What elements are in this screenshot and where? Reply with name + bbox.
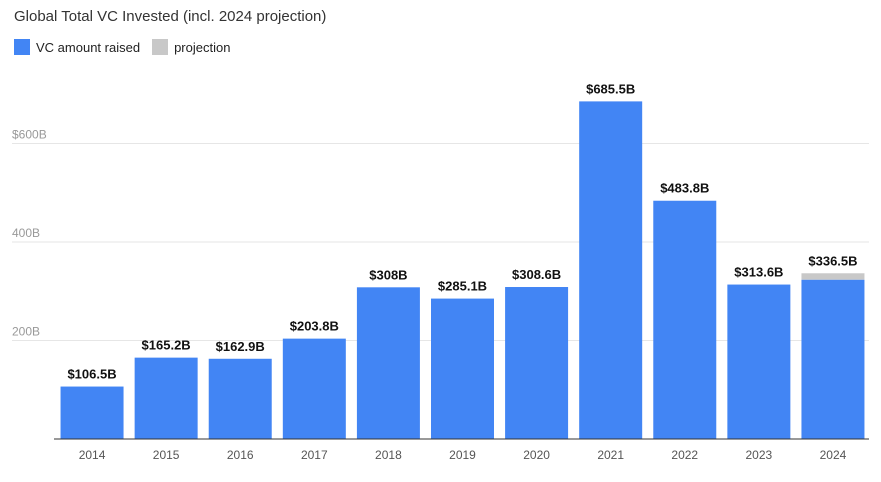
bar-vc-amount-raised-2019[interactable] (431, 298, 494, 439)
y-tick-label-400: 400B (12, 226, 40, 240)
x-tick-label-2019: 2019 (449, 448, 476, 462)
x-tick-label-2024: 2024 (820, 448, 847, 462)
legend-item-vc-amount-raised[interactable]: VC amount raised (14, 39, 140, 55)
legend-item-projection[interactable]: projection (152, 39, 230, 55)
bar-vc-amount-raised-2024[interactable] (801, 279, 865, 439)
x-tick-label-2015: 2015 (153, 448, 180, 462)
data-label-2019: $285.1B (438, 279, 487, 294)
y-tick-label-200: 200B (12, 325, 40, 339)
legend-swatch-vc-amount-raised (14, 39, 30, 55)
bar-vc-amount-raised-2023[interactable] (727, 284, 791, 439)
x-tick-label-2021: 2021 (597, 448, 624, 462)
x-tick-label-2018: 2018 (375, 448, 402, 462)
x-tick-label-2017: 2017 (301, 448, 328, 462)
bar-vc-amount-raised-2022[interactable] (653, 200, 717, 439)
legend-label-vc-amount-raised: VC amount raised (36, 39, 141, 55)
bar-vc-amount-raised-2014[interactable] (60, 386, 124, 439)
bar-vc-amount-raised-2016[interactable] (208, 358, 272, 439)
data-label-2023: $313.6B (734, 265, 783, 280)
data-label-2022: $483.8B (660, 181, 709, 196)
data-label-2015: $165.2B (142, 338, 191, 353)
x-tick-label-2016: 2016 (227, 448, 254, 462)
data-label-2014: $106.5B (67, 367, 116, 382)
data-label-2018: $308B (369, 267, 407, 282)
x-tick-label-2022: 2022 (671, 448, 698, 462)
y-tick-label-600: $600B (12, 128, 47, 142)
data-label-2021: $685.5B (586, 81, 635, 96)
bar-projection-2024[interactable] (801, 273, 865, 280)
legend-swatch-projection (152, 39, 169, 55)
bar-vc-amount-raised-2021[interactable] (579, 101, 643, 440)
bar-vc-amount-raised-2018[interactable] (356, 287, 420, 439)
data-label-2016: $162.9B (216, 339, 265, 354)
bar-vc-amount-raised-2020[interactable] (505, 287, 569, 439)
data-label-2020: $308.6B (512, 267, 561, 282)
x-tick-label-2023: 2023 (746, 448, 773, 462)
legend: VC amount raised projection (14, 39, 242, 55)
x-tick-label-2020: 2020 (523, 448, 550, 462)
bar-vc-amount-raised-2015[interactable] (134, 357, 198, 439)
x-tick-label-2014: 2014 (79, 448, 106, 462)
data-label-2024: $336.5B (808, 253, 857, 268)
bar-vc-amount-raised-2017[interactable] (282, 338, 346, 439)
legend-label-projection: projection (174, 39, 231, 55)
chart-title: Global Total VC Invested (incl. 2024 pro… (14, 8, 327, 25)
data-label-2017: $203.8B (290, 319, 339, 334)
